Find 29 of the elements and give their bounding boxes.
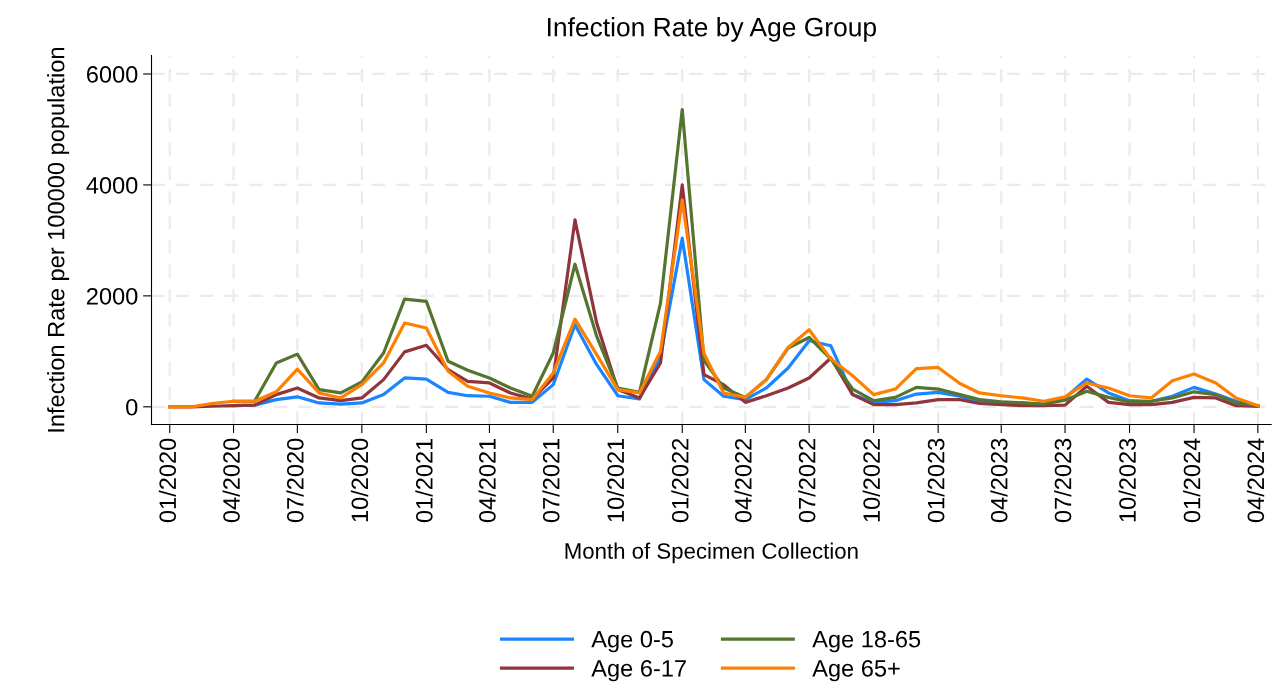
x-tick-label: 10/2023 — [1118, 438, 1136, 522]
x-tick-label: 07/2020 — [286, 438, 304, 523]
x-tick-label: 04/2020 — [222, 438, 240, 523]
x-axis-title: Month of Specimen Collection — [565, 542, 858, 564]
y-tick-label: 0 — [126, 398, 138, 416]
x-tick-label: 01/2022 — [671, 438, 689, 523]
y-tick-label: 6000 — [87, 66, 138, 83]
x-tick-label: 10/2020 — [350, 438, 369, 522]
y-tick-label: 4000 — [86, 176, 138, 194]
x-tick-label: 07/2022 — [798, 438, 816, 523]
legend-label: Age 6-17 — [591, 659, 686, 682]
x-tick-label: 04/2021 — [478, 438, 496, 523]
legend-label: Age 0-5 — [591, 630, 673, 653]
x-tick-label: 01/2020 — [158, 438, 177, 523]
x-tick-label: 04/2024 — [1246, 438, 1265, 523]
x-tick-label: 04/2023 — [990, 438, 1008, 523]
x-tick-label: 01/2024 — [1183, 438, 1201, 523]
y-axis-title: Infection Rate per 100000 population — [47, 48, 70, 432]
x-tick-label: 07/2021 — [542, 438, 560, 523]
x-tick-label: 10/2021 — [606, 438, 625, 522]
legend-label: Age 65+ — [812, 659, 900, 682]
x-tick-label: 07/2023 — [1054, 438, 1072, 523]
legend-label: Age 18-65 — [812, 630, 921, 653]
x-tick-label: 01/2021 — [415, 438, 433, 523]
x-tick-label: 01/2023 — [927, 438, 945, 523]
x-tick-label: 04/2022 — [734, 438, 752, 523]
chart-title: Infection Rate by Age Group — [548, 17, 877, 42]
y-tick-label: 2000 — [86, 287, 138, 305]
x-tick-label: 10/2022 — [862, 438, 880, 522]
